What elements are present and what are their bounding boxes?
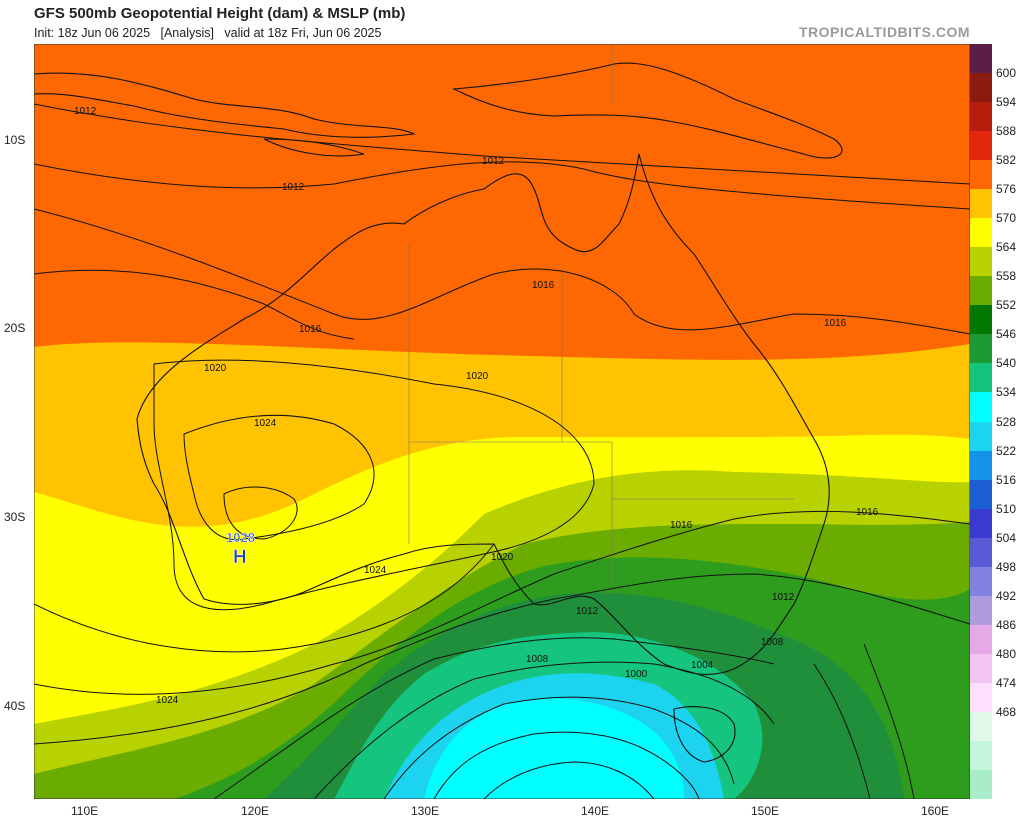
legend-label: 564 bbox=[996, 240, 1017, 255]
isobar-label: 1024 bbox=[254, 418, 277, 429]
legend-color-cell bbox=[970, 566, 992, 597]
legend-label: 600 bbox=[996, 66, 1017, 81]
legend-color-cell bbox=[970, 479, 992, 510]
legend-color-cell bbox=[970, 276, 992, 306]
legend-color-cell bbox=[970, 421, 992, 452]
high-pressure-symbol: H bbox=[233, 547, 247, 568]
chart-title: GFS 500mb Geopotential Height (dam) & MS… bbox=[34, 5, 406, 22]
legend-color-cell bbox=[970, 305, 992, 335]
coastlines bbox=[34, 62, 843, 763]
isobar-label: 1008 bbox=[526, 654, 549, 665]
legend-color-cell bbox=[970, 247, 992, 277]
state-borders bbox=[408, 44, 794, 594]
legend-color-cell bbox=[970, 44, 992, 74]
isobar-label: 1012 bbox=[482, 156, 505, 167]
legend-color-cell bbox=[970, 218, 992, 248]
isobar-labels: 1012 1012 1012 1016 1016 1016 1016 1016 … bbox=[74, 106, 879, 706]
legend-color-cell bbox=[970, 363, 992, 393]
legend-label: 558 bbox=[996, 269, 1017, 284]
legend-color-cell bbox=[970, 769, 992, 800]
isobars bbox=[34, 103, 970, 799]
legend-label: 492 bbox=[996, 588, 1017, 603]
isobar-label: 1016 bbox=[299, 324, 322, 335]
isobar-label: 1012 bbox=[282, 182, 305, 193]
lat-label-30s: 30S bbox=[4, 510, 26, 524]
isobar-label: 1020 bbox=[204, 363, 227, 374]
legend-color-cell bbox=[970, 160, 992, 190]
isobar-label: 1000 bbox=[625, 669, 648, 680]
legend-color-cell bbox=[970, 711, 992, 742]
isobar-label: 1024 bbox=[364, 565, 387, 576]
legend-label: 588 bbox=[996, 124, 1017, 139]
isobar-label: 1016 bbox=[824, 318, 847, 329]
legend-color-cell bbox=[970, 189, 992, 219]
chart-subtitle: Init: 18z Jun 06 2025 [Analysis] valid a… bbox=[34, 26, 382, 40]
isobar-label: 1020 bbox=[491, 552, 514, 563]
legend-color-cell bbox=[970, 595, 992, 626]
legend-label: 480 bbox=[996, 646, 1017, 661]
legend-label: 498 bbox=[996, 559, 1017, 574]
legend-color-cell bbox=[970, 392, 992, 422]
legend-color-cell bbox=[970, 508, 992, 539]
isobar-label: 1016 bbox=[532, 280, 555, 291]
lon-label-150e: 150E bbox=[751, 804, 780, 818]
legend-label: 468 bbox=[996, 704, 1017, 719]
site-credit: TROPICALTIDBITS.COM bbox=[798, 24, 970, 40]
legend-label: 474 bbox=[996, 675, 1017, 690]
legend-label: 594 bbox=[996, 95, 1017, 110]
lon-label-130e: 130E bbox=[411, 804, 440, 818]
indonesia-coast bbox=[34, 72, 416, 138]
new-guinea-coast bbox=[451, 62, 843, 159]
lat-label-10s: 10S bbox=[4, 133, 26, 147]
legend-label: 570 bbox=[996, 211, 1017, 226]
australia-coast bbox=[136, 153, 830, 675]
weather-map: 1012 1012 1012 1016 1016 1016 1016 1016 … bbox=[34, 44, 970, 799]
legend-label: 528 bbox=[996, 414, 1017, 429]
lat-label-20s: 20S bbox=[4, 321, 26, 335]
lon-label-110e: 110E bbox=[71, 804, 99, 818]
legend-label: 522 bbox=[996, 443, 1017, 458]
legend-label: 582 bbox=[996, 153, 1017, 168]
legend-color-cell bbox=[970, 682, 992, 713]
isobar-label: 1004 bbox=[691, 660, 714, 671]
legend-color-cell bbox=[970, 653, 992, 684]
lat-label-40s: 40S bbox=[4, 699, 26, 713]
legend-label: 504 bbox=[996, 530, 1017, 545]
legend-color-cell bbox=[970, 740, 992, 771]
legend-label: 486 bbox=[996, 617, 1017, 632]
legend-label: 510 bbox=[996, 501, 1017, 516]
legend-label: 534 bbox=[996, 385, 1017, 400]
legend-label: 516 bbox=[996, 472, 1017, 487]
legend-color-cell bbox=[970, 450, 992, 481]
tasmania-coast bbox=[673, 706, 736, 763]
legend-color-cell bbox=[970, 73, 992, 103]
legend-color-cell bbox=[970, 102, 992, 132]
legend-color-cell bbox=[970, 624, 992, 655]
lon-label-160e: 160E bbox=[921, 804, 950, 818]
lon-label-140e: 140E bbox=[581, 804, 610, 818]
isobar-label: 1024 bbox=[156, 695, 179, 706]
legend-label: 576 bbox=[996, 182, 1017, 197]
legend-label: 546 bbox=[996, 327, 1017, 342]
isobar-label: 1020 bbox=[466, 371, 489, 382]
high-pressure-value: 1028 bbox=[226, 530, 255, 545]
isobar-label: 1012 bbox=[74, 106, 97, 117]
band-528 bbox=[424, 698, 684, 799]
legend-color-cell bbox=[970, 537, 992, 568]
isobar-label: 1016 bbox=[856, 507, 879, 518]
isobar-label: 1012 bbox=[772, 592, 795, 603]
legend-label: 552 bbox=[996, 298, 1017, 313]
legend-color-cell bbox=[970, 334, 992, 364]
lon-label-120e: 120E bbox=[241, 804, 270, 818]
legend-color-cell bbox=[970, 131, 992, 161]
isobar-label: 1008 bbox=[761, 637, 784, 648]
isobar-label: 1012 bbox=[576, 606, 599, 617]
high-pressure-marker: 1028 H bbox=[226, 530, 256, 569]
isobar-label: 1016 bbox=[670, 520, 693, 531]
legend-label: 540 bbox=[996, 356, 1017, 371]
